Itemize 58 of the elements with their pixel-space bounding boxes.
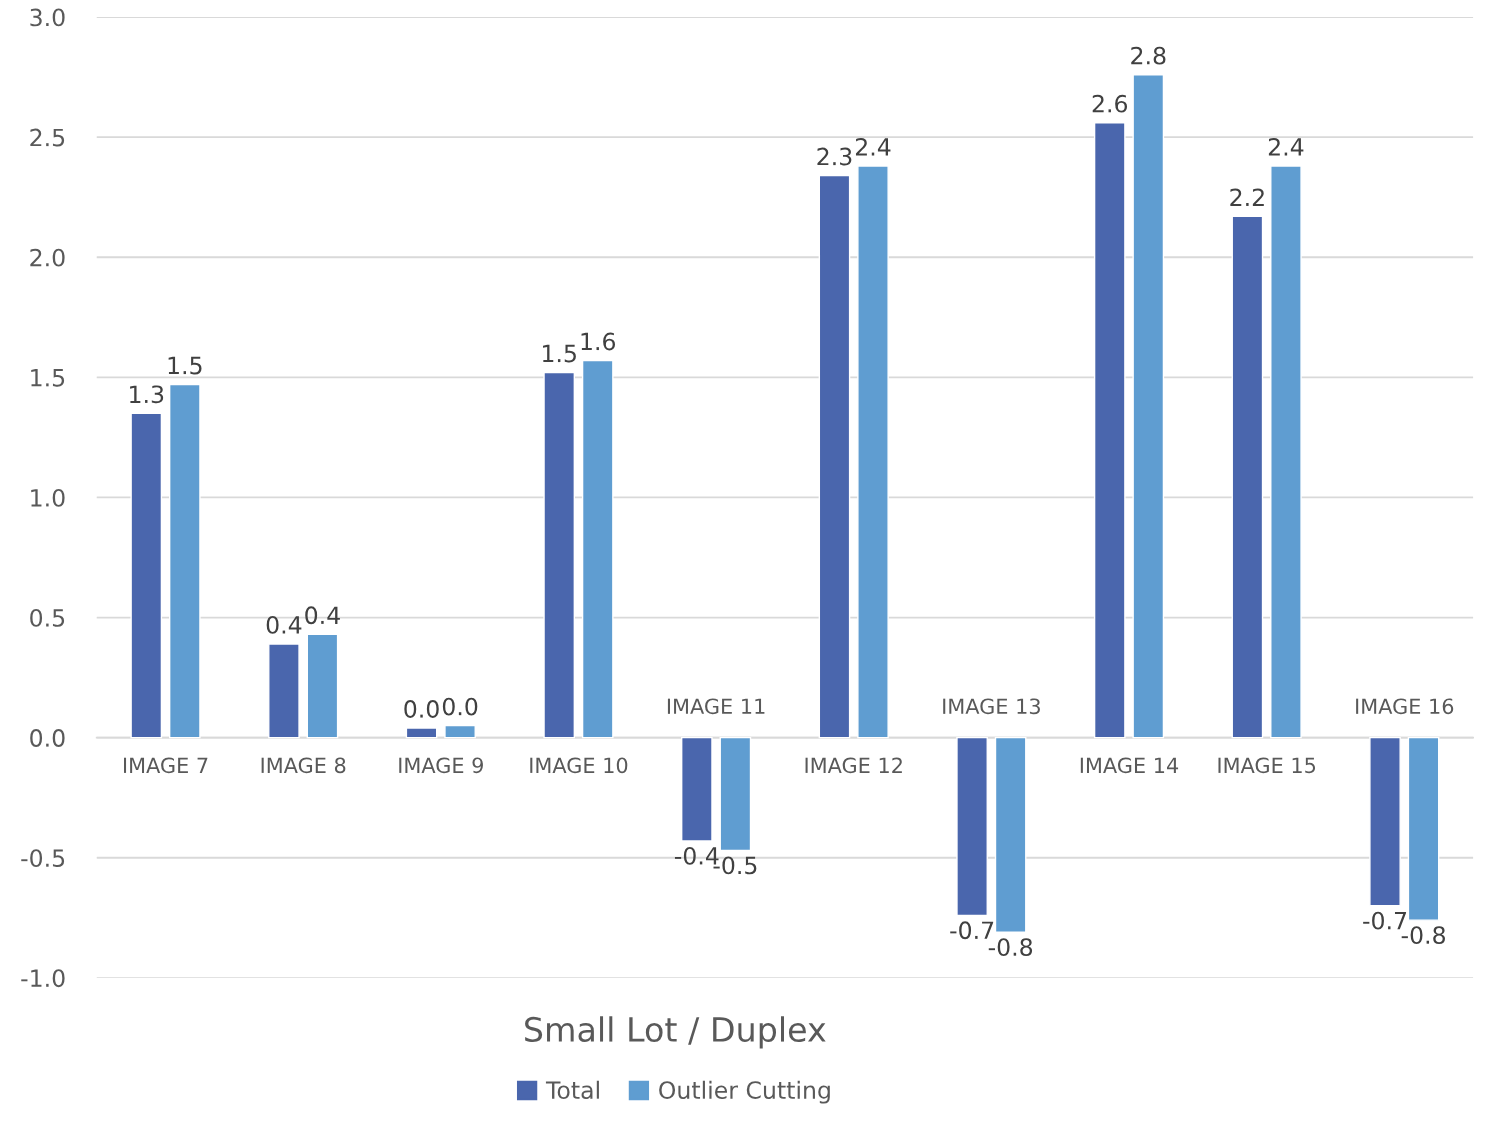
x-tick-label: IMAGE 9 <box>399 757 483 774</box>
bar <box>306 633 339 739</box>
y-tick-label: 2.0 <box>30 248 65 267</box>
x-tick-label: IMAGE 12 <box>805 757 902 774</box>
data-label: 2.2 <box>1230 188 1264 206</box>
legend-label: Outlier Cutting <box>659 1080 830 1104</box>
bar <box>1093 122 1126 739</box>
data-label: 0.0 <box>442 697 478 716</box>
bar <box>168 383 201 739</box>
data-label: 2.4 <box>1268 137 1304 156</box>
y-tick-label: 1.0 <box>31 488 65 507</box>
data-label: 1.3 <box>130 385 164 404</box>
x-tick-label: IMAGE 10 <box>530 757 628 774</box>
bar <box>1369 736 1401 907</box>
x-axis-title: Small Lot / Duplex <box>525 1016 826 1049</box>
x-tick-label: IMAGE 14 <box>1080 757 1179 774</box>
data-label: 2.8 <box>1131 46 1166 65</box>
bar <box>405 727 438 739</box>
bar <box>1132 74 1165 739</box>
bar <box>130 412 163 739</box>
x-tick-label: IMAGE 13 <box>943 698 1040 715</box>
bar <box>581 359 614 739</box>
data-label: 1.5 <box>543 344 576 363</box>
y-tick-label: 2.5 <box>30 128 65 147</box>
data-label: 0.4 <box>305 606 340 625</box>
x-tick-label: IMAGE 11 <box>667 698 765 715</box>
y-tick-label: 0.5 <box>30 608 65 627</box>
data-label: 1.5 <box>168 356 202 375</box>
data-label: -0.7 <box>950 921 994 940</box>
bar <box>444 724 476 739</box>
data-label: 2.6 <box>1092 94 1128 113</box>
bar <box>268 643 300 739</box>
x-tick-label: IMAGE 7 <box>123 757 208 774</box>
bar <box>956 736 988 917</box>
data-label: -0.8 <box>988 938 1033 957</box>
bar <box>680 736 713 842</box>
y-tick-label: -0.5 <box>21 849 65 868</box>
bar <box>1231 215 1264 739</box>
bar <box>994 736 1027 933</box>
x-tick-label: IMAGE 15 <box>1218 757 1316 774</box>
data-label: 0.0 <box>404 700 439 718</box>
data-label: 0.4 <box>266 615 302 634</box>
x-tick-label: IMAGE 8 <box>261 757 346 774</box>
y-tick-label: -1.0 <box>21 969 65 988</box>
legend-label: Total <box>545 1080 599 1100</box>
data-label: 2.3 <box>817 147 852 166</box>
x-tick-label: IMAGE 16 <box>1356 698 1454 715</box>
y-tick-label: 0.0 <box>30 729 65 747</box>
bar <box>1407 736 1440 921</box>
bar <box>719 736 752 852</box>
data-label: 1.6 <box>581 332 616 351</box>
y-tick-label: 3.0 <box>30 8 65 27</box>
data-label: 2.4 <box>855 137 891 156</box>
bar <box>543 371 576 739</box>
bar <box>857 165 889 739</box>
bar <box>818 174 851 739</box>
y-tick-label: 1.5 <box>31 369 65 387</box>
bar <box>1270 165 1302 739</box>
